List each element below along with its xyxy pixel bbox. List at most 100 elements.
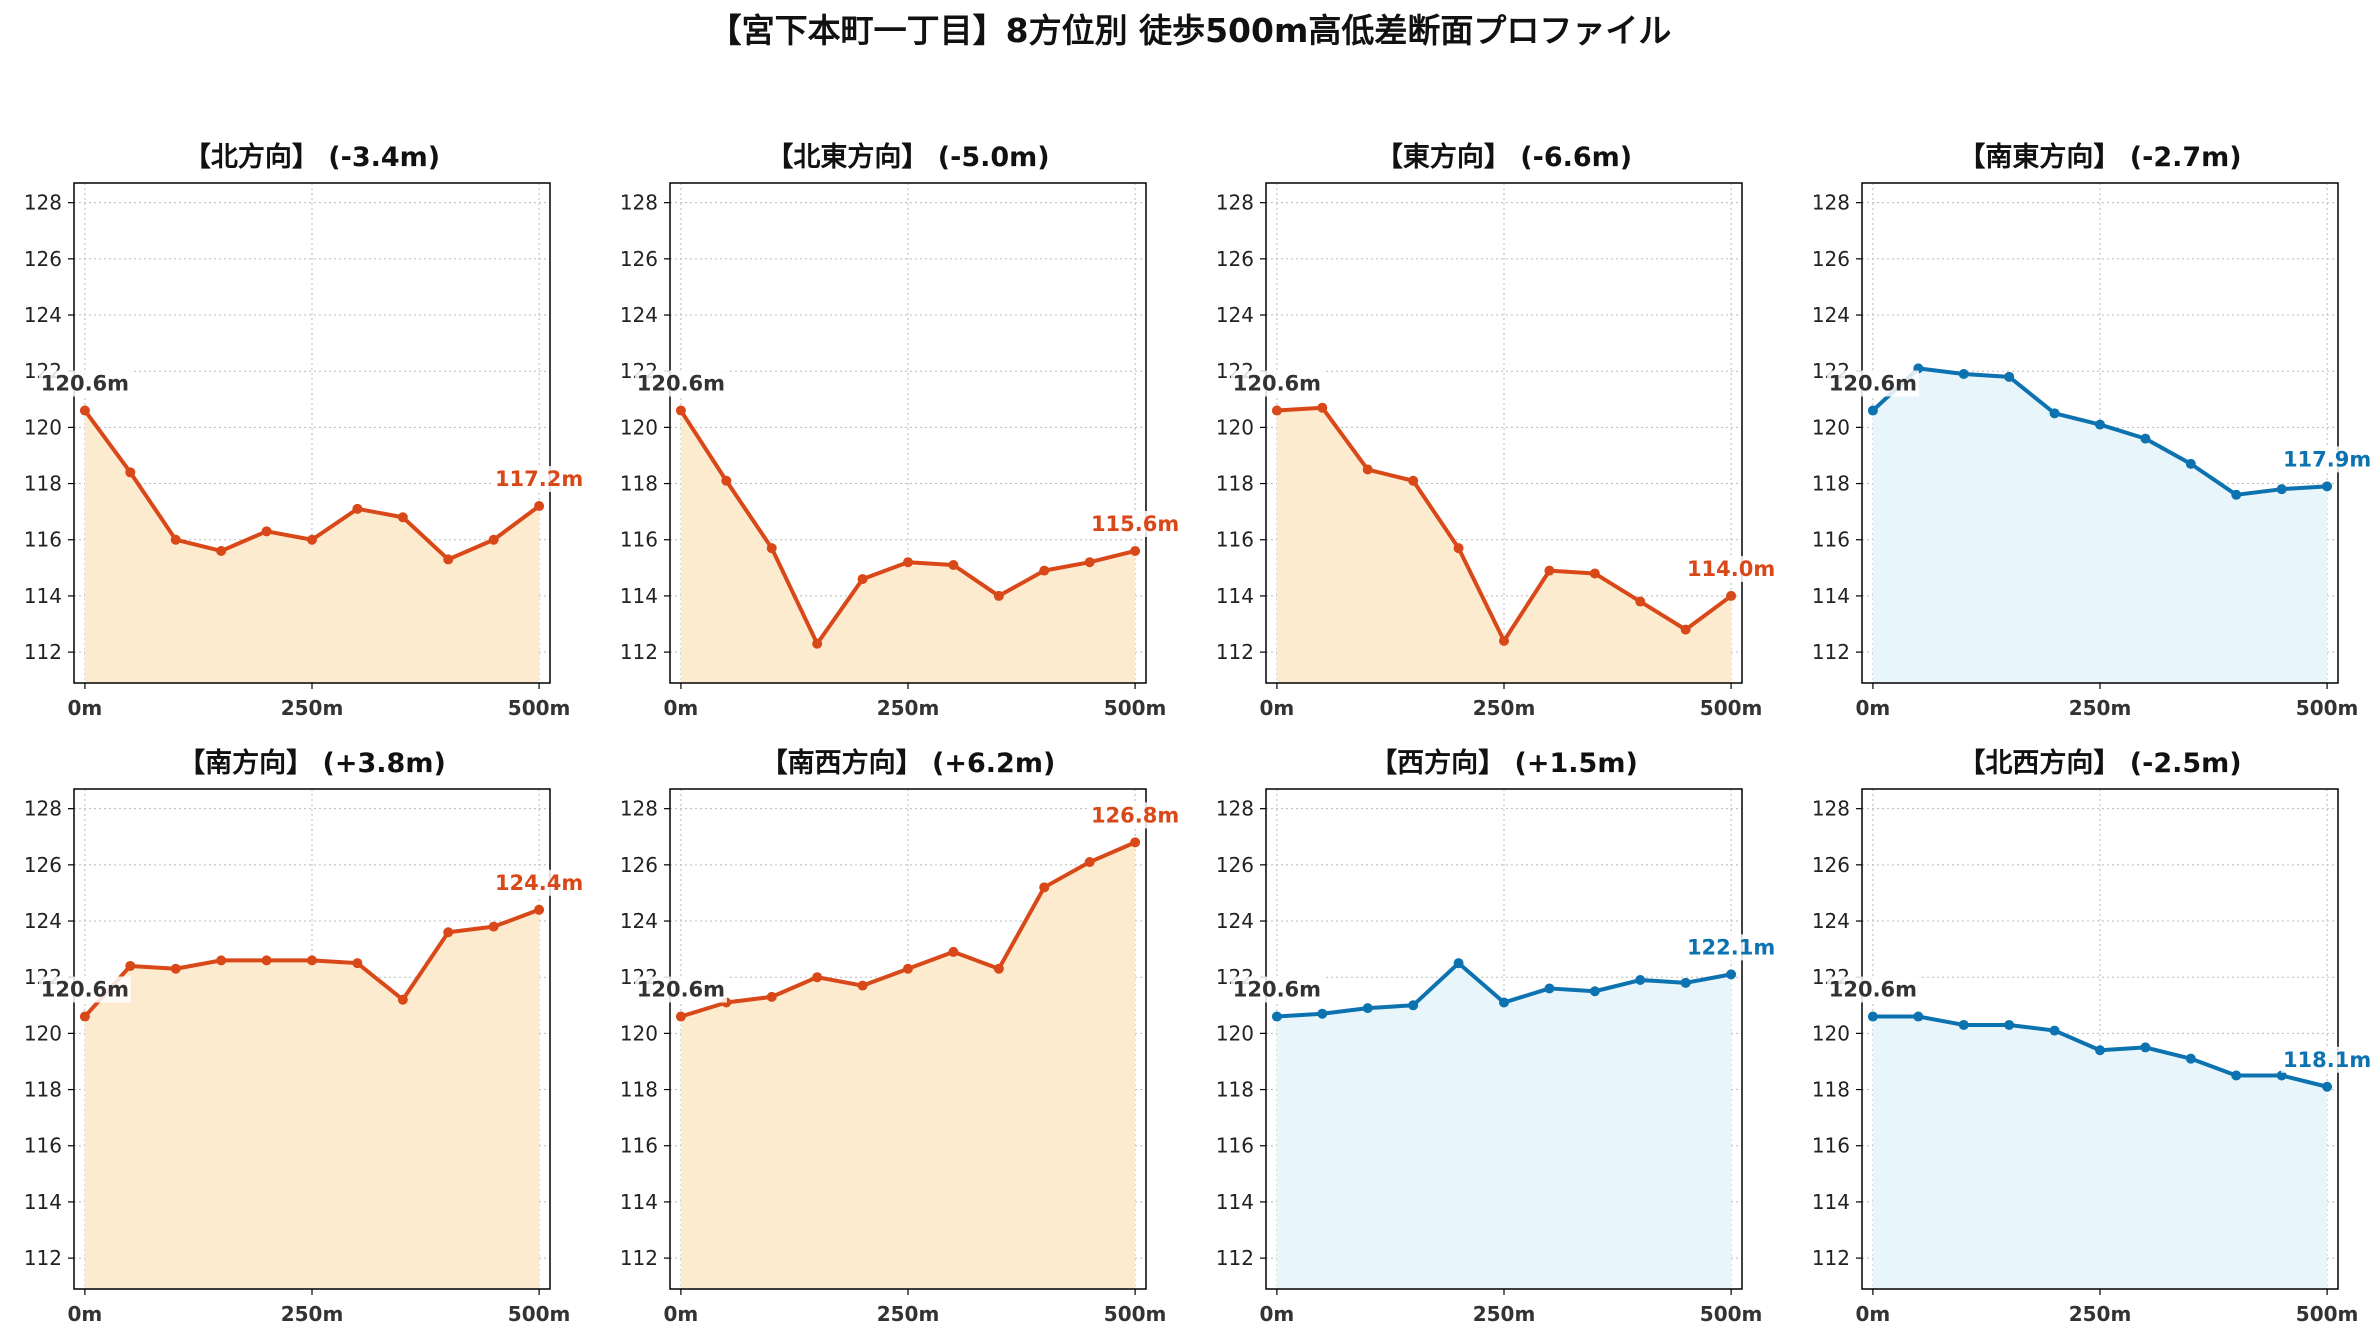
start-elevation-label: 120.6m <box>637 372 725 396</box>
end-elevation-label: 115.6m <box>1091 512 1179 536</box>
y-tick-label: 116 <box>24 1134 62 1158</box>
end-elevation-label: 126.8m <box>1091 803 1179 827</box>
y-tick-label: 116 <box>1812 528 1850 552</box>
x-tick-label: 0m <box>1260 696 1295 720</box>
data-point <box>1362 1003 1373 1014</box>
data-point <box>1867 405 1878 416</box>
start-elevation-label: 120.6m <box>637 978 725 1002</box>
data-point <box>721 475 732 486</box>
data-point <box>1453 543 1464 554</box>
subplot: 1121141161181201221241261280m250m500m【北東… <box>620 141 1182 720</box>
y-tick-label: 118 <box>24 1078 62 1102</box>
subplot: 1121141161181201221241261280m250m500m【南方… <box>24 747 586 1326</box>
y-tick-label: 120 <box>1812 1021 1850 1045</box>
data-point <box>2095 419 2105 430</box>
data-point <box>1408 475 1419 486</box>
y-tick-label: 120 <box>1216 415 1254 439</box>
data-point <box>1271 405 1282 416</box>
y-tick-label: 126 <box>1812 853 1850 877</box>
y-tick-label: 114 <box>24 584 62 608</box>
y-tick-label: 116 <box>1216 528 1254 552</box>
y-tick-label: 120 <box>1812 415 1850 439</box>
data-point <box>1362 464 1373 475</box>
elevation-area <box>680 410 1136 683</box>
y-tick-label: 118 <box>1812 1078 1850 1102</box>
y-tick-label: 124 <box>1216 909 1254 933</box>
y-tick-label: 124 <box>1812 303 1850 327</box>
subplot-title: 【南西方向】 (+6.2m) <box>761 747 1056 779</box>
figure-title: 【宮下本町一丁目】8方位別 徒歩500m高低差断面プロファイル <box>709 11 1672 50</box>
start-elevation-label: 120.6m <box>1233 978 1321 1002</box>
data-point <box>261 526 272 537</box>
data-point <box>488 534 499 545</box>
subplot: 1121141161181201221241261280m250m500m【北西… <box>1812 747 2374 1326</box>
data-point <box>1408 1000 1419 1011</box>
elevation-area <box>1872 368 2328 683</box>
data-point <box>1726 969 1737 980</box>
data-point <box>1544 983 1555 994</box>
data-point <box>534 904 545 915</box>
data-point <box>2231 489 2242 500</box>
y-tick-label: 114 <box>620 584 658 608</box>
data-point <box>1039 565 1050 576</box>
start-label-bg <box>1826 976 1919 1003</box>
elevation-area <box>84 410 540 683</box>
y-tick-label: 116 <box>1812 1134 1850 1158</box>
data-point <box>2140 1042 2151 1053</box>
data-point <box>1544 565 1555 576</box>
subplot: 1121141161181201221241261280m250m500m【南東… <box>1812 141 2374 720</box>
end-label-bg <box>493 869 586 896</box>
y-tick-label: 128 <box>620 797 658 821</box>
x-tick-label: 500m <box>1104 696 1167 720</box>
data-point <box>1039 882 1050 893</box>
start-label-bg <box>38 370 131 397</box>
data-point <box>2049 408 2060 419</box>
data-point <box>1913 1011 1924 1022</box>
data-point <box>2185 458 2196 469</box>
y-tick-label: 114 <box>1216 584 1254 608</box>
y-tick-label: 112 <box>1216 640 1254 664</box>
y-tick-label: 126 <box>620 853 658 877</box>
x-tick-label: 250m <box>1473 696 1536 720</box>
data-point <box>170 963 181 974</box>
x-tick-label: 500m <box>1104 1302 1167 1326</box>
x-tick-label: 0m <box>664 1302 699 1326</box>
start-label-bg <box>38 976 131 1003</box>
data-point <box>1453 958 1464 969</box>
data-point <box>1084 857 1095 868</box>
y-tick-label: 114 <box>1216 1190 1254 1214</box>
data-point <box>352 958 363 969</box>
x-tick-label: 500m <box>2296 1302 2359 1326</box>
data-point <box>857 980 868 991</box>
y-tick-label: 116 <box>24 528 62 552</box>
data-point <box>1589 986 1600 997</box>
data-point <box>1130 545 1141 556</box>
y-tick-label: 118 <box>620 1078 658 1102</box>
data-point <box>2231 1070 2242 1081</box>
y-tick-label: 124 <box>1812 909 1850 933</box>
data-point <box>79 1011 90 1022</box>
subplot: 1121141161181201221241261280m250m500m【西方… <box>1216 747 1778 1326</box>
start-label-bg <box>634 370 727 397</box>
start-label-bg <box>1230 976 1323 1003</box>
elevation-area <box>84 909 540 1289</box>
y-tick-label: 116 <box>620 1134 658 1158</box>
x-tick-label: 500m <box>1700 1302 1763 1326</box>
x-tick-label: 0m <box>664 696 699 720</box>
y-tick-label: 128 <box>24 191 62 215</box>
subplot-title: 【西方向】 (+1.5m) <box>1370 747 1638 779</box>
data-point <box>812 638 823 649</box>
end-elevation-label: 122.1m <box>1687 935 1775 959</box>
y-tick-label: 128 <box>1812 797 1850 821</box>
data-point <box>2322 481 2333 492</box>
data-point <box>1317 402 1328 413</box>
data-point <box>1635 975 1646 986</box>
subplot: 1121141161181201221241261280m250m500m【北方… <box>24 141 586 720</box>
y-tick-label: 112 <box>24 640 62 664</box>
y-tick-label: 120 <box>24 1021 62 1045</box>
data-point <box>2140 433 2151 444</box>
data-point <box>1680 624 1691 635</box>
data-point <box>948 946 959 957</box>
data-point <box>993 590 1004 601</box>
